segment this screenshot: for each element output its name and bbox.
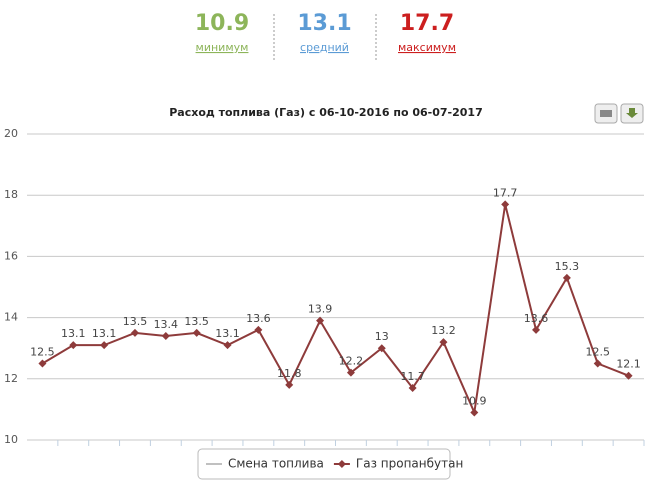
data-label: 13.4 <box>154 318 179 331</box>
point <box>38 359 47 368</box>
data-label: 12.1 <box>616 358 641 371</box>
download-button[interactable] <box>620 103 644 124</box>
data-label: 12.2 <box>339 355 364 368</box>
data-label: 10.9 <box>462 394 487 407</box>
stat-label: минимум <box>196 41 249 54</box>
point <box>593 359 602 368</box>
series-line <box>41 204 629 417</box>
point <box>69 341 78 350</box>
chart-title: Расход топлива (Газ) с 06-10-2016 по 06-… <box>169 106 482 119</box>
point <box>501 200 510 209</box>
stat-value: 13.1 <box>297 11 351 36</box>
y-tick-label: 10 <box>4 433 18 446</box>
point <box>130 328 139 337</box>
data-label: 13.1 <box>61 327 86 340</box>
data-label: 12.5 <box>30 346 55 359</box>
stat-label: максимум <box>398 41 456 54</box>
y-tick-label: 20 <box>4 127 18 140</box>
point <box>532 325 541 334</box>
data-label: 11.7 <box>400 370 425 383</box>
point <box>254 325 263 334</box>
legend-label[interactable]: Смена топлива <box>228 457 324 471</box>
data-label: 13.9 <box>308 303 333 316</box>
point <box>192 328 201 337</box>
data-label: 15.3 <box>555 260 580 273</box>
legend-box <box>197 448 451 480</box>
stat-label: средний <box>300 41 349 54</box>
data-label: 13.5 <box>184 315 209 328</box>
point <box>316 316 325 325</box>
legend-label[interactable]: Газ пропанбутан <box>356 457 463 471</box>
stat-value: 10.9 <box>195 11 249 36</box>
point <box>100 341 109 350</box>
point <box>408 383 417 392</box>
data-label: 13.6 <box>246 312 271 325</box>
legend-marker <box>337 460 346 468</box>
point <box>377 344 386 353</box>
y-tick-label: 18 <box>4 188 18 201</box>
point <box>562 273 571 282</box>
data-label: 13.2 <box>431 324 456 337</box>
y-tick-label: 14 <box>4 311 18 324</box>
point <box>624 371 633 380</box>
stat-value: 17.7 <box>400 11 454 36</box>
data-label: 13.6 <box>524 312 549 325</box>
print-button[interactable] <box>594 103 618 124</box>
data-label: 13.5 <box>123 315 148 328</box>
data-label: 11.8 <box>277 367 302 380</box>
data-label: 13 <box>375 330 389 343</box>
data-label: 13.1 <box>92 327 117 340</box>
data-label: 13.1 <box>215 327 240 340</box>
point <box>470 408 479 417</box>
point <box>223 341 232 350</box>
point <box>439 338 448 347</box>
point <box>346 368 355 377</box>
point <box>161 331 170 340</box>
data-label: 17.7 <box>493 186 518 199</box>
data-label: 12.5 <box>585 346 610 359</box>
y-tick-label: 12 <box>4 372 18 385</box>
point <box>285 380 294 389</box>
y-tick-label: 16 <box>4 249 18 262</box>
